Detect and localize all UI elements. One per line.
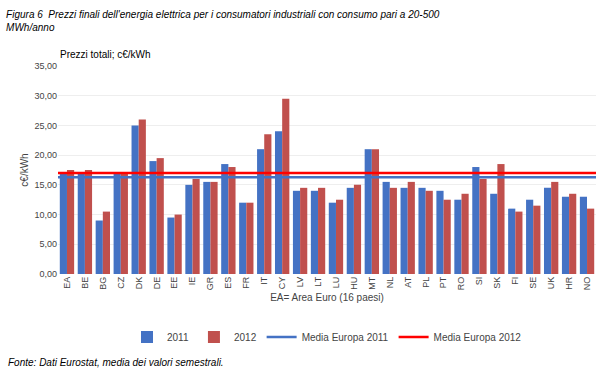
svg-text:AT: AT	[403, 276, 413, 287]
svg-text:SE: SE	[528, 277, 538, 289]
svg-text:IT: IT	[259, 276, 269, 285]
svg-text:IE: IE	[187, 277, 197, 286]
svg-text:c€/kWh: c€/kWh	[19, 153, 30, 186]
svg-text:HR: HR	[564, 276, 574, 289]
svg-text:BE: BE	[80, 277, 90, 289]
svg-text:0,00: 0,00	[39, 269, 57, 279]
svg-text:SK: SK	[492, 277, 502, 289]
svg-text:Fonte: Dati Eurostat, media de: Fonte: Dati Eurostat, media dei valori s…	[8, 357, 224, 368]
svg-text:EA: EA	[62, 277, 72, 289]
svg-text:FI: FI	[510, 277, 520, 285]
svg-text:10,00: 10,00	[34, 210, 57, 220]
svg-text:30,00: 30,00	[34, 91, 57, 101]
svg-text:Figura 6 Prezzi finali dell'e: Figura 6 Prezzi finali dell'energia elet…	[6, 9, 440, 33]
svg-text:EA= Area Euro (16 paesi): EA= Area Euro (16 paesi)	[270, 292, 384, 303]
svg-text:20,00: 20,00	[34, 150, 57, 160]
svg-text:NO: NO	[582, 277, 592, 291]
svg-text:15,00: 15,00	[34, 180, 57, 190]
svg-text:PL: PL	[421, 277, 431, 288]
svg-text:NL: NL	[385, 277, 395, 289]
svg-text:ES: ES	[223, 277, 233, 289]
svg-text:BG: BG	[98, 277, 108, 290]
svg-text:LT: LT	[313, 276, 323, 286]
svg-text:EE: EE	[169, 277, 179, 289]
svg-text:2012: 2012	[234, 332, 257, 343]
svg-text:Media Europa 2011: Media Europa 2011	[302, 332, 389, 343]
svg-text:25,00: 25,00	[34, 121, 57, 131]
svg-text:SI: SI	[474, 277, 484, 286]
svg-text:UK: UK	[546, 277, 556, 290]
svg-text:FR: FR	[241, 276, 251, 288]
svg-text:2011: 2011	[167, 332, 189, 343]
svg-text:PT: PT	[438, 276, 448, 288]
svg-text:RO: RO	[456, 277, 466, 291]
svg-text:Media Europa 2012: Media Europa 2012	[434, 332, 522, 343]
svg-text:Prezzi totali; c€/kWh: Prezzi totali; c€/kWh	[60, 49, 151, 60]
svg-text:MT: MT	[367, 276, 377, 289]
svg-text:DE: DE	[152, 277, 162, 290]
svg-text:GR: GR	[205, 276, 215, 290]
svg-text:HU: HU	[349, 277, 359, 290]
svg-text:5,00: 5,00	[39, 239, 57, 249]
svg-text:35,00: 35,00	[34, 61, 57, 71]
svg-text:DK: DK	[134, 277, 144, 290]
svg-text:LV: LV	[295, 277, 305, 287]
svg-text:CY: CY	[277, 277, 287, 290]
svg-text:LU: LU	[331, 277, 341, 289]
svg-text:CZ: CZ	[116, 276, 126, 288]
